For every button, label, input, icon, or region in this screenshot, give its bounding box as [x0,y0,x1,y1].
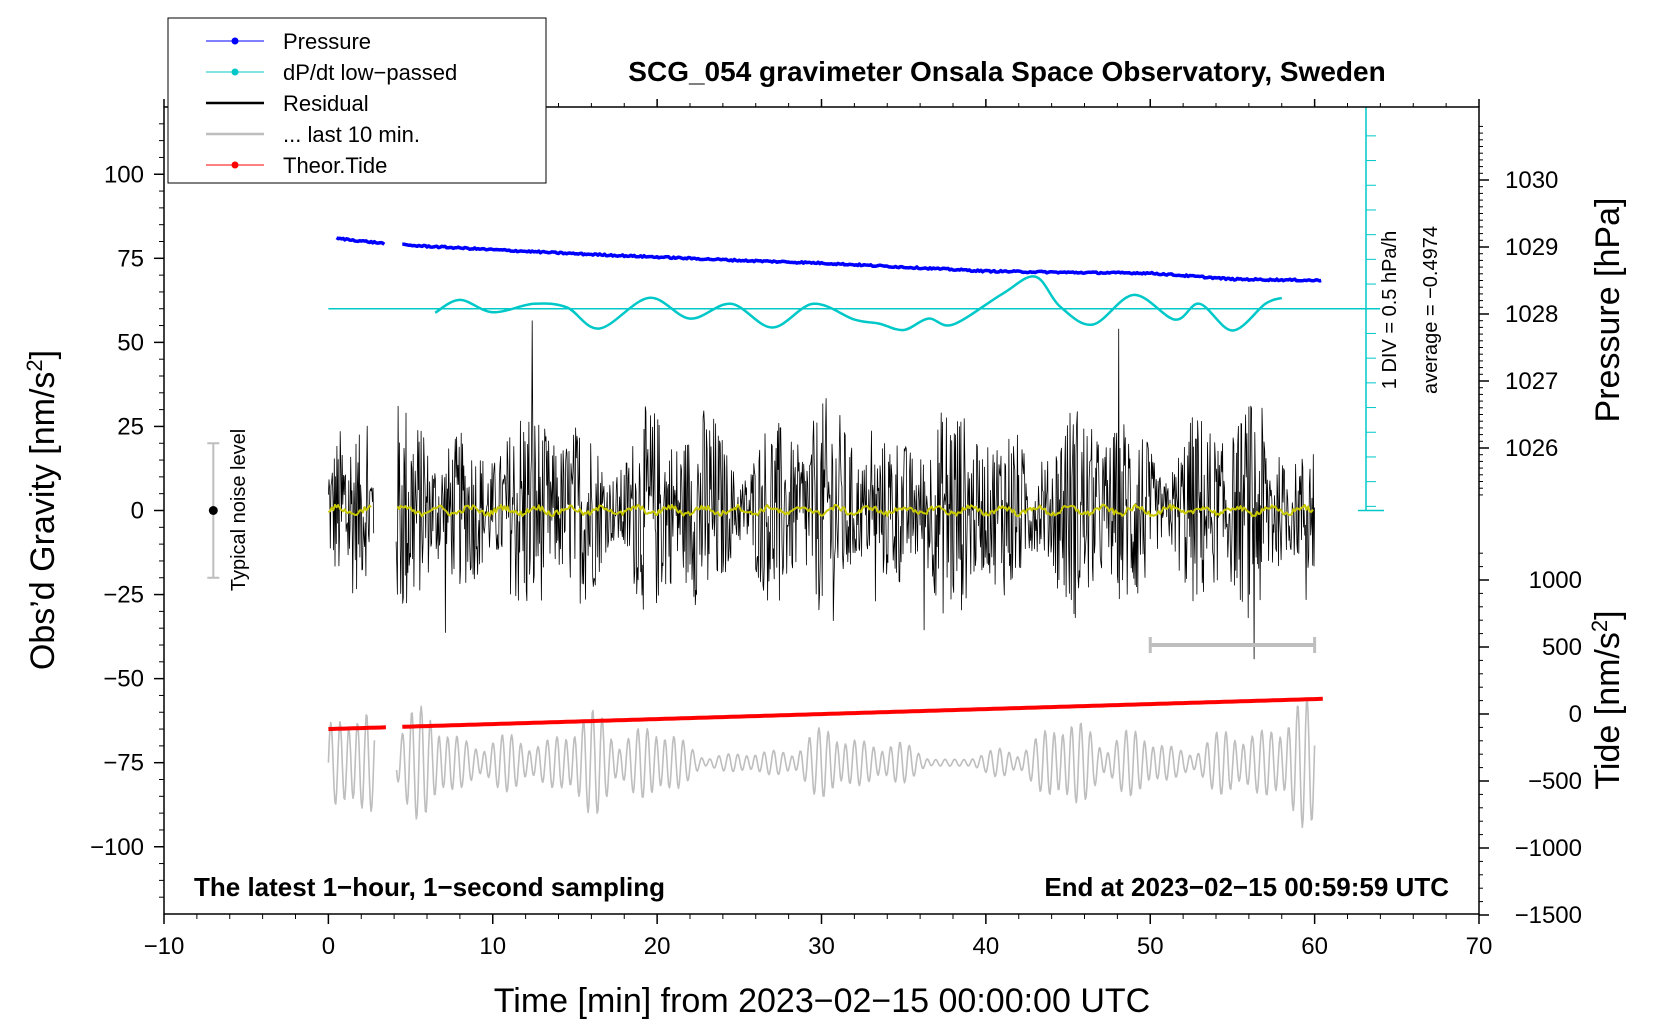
x-axis-title: Time [min] from 2023−02−15 00:00:00 UTC [494,982,1150,1020]
x-tick-label: 50 [1137,933,1164,960]
grey-segment [327,714,376,813]
pressure-tick-label: 1027 [1505,368,1558,395]
series-pressure [335,236,1322,283]
y-axis-tide-title: Tide [nm/s2] [1587,610,1628,789]
y-left-tick-label: 100 [104,161,144,188]
axes: −10 0 10 20 30 40 50 60 701007550250−25−50−75−10… [90,99,1582,960]
series-residual [328,320,1315,660]
legend-label: Residual [283,91,369,116]
legend-label: Theor.Tide [283,153,387,178]
pressure-tick-label: 1028 [1505,301,1558,328]
y-left-tick-label: 25 [117,413,144,440]
grey-segment [395,697,1316,829]
legend-label: dP/dt low−passed [283,60,457,85]
x-tick-label: −10 [144,933,185,960]
dpdt-curve [434,275,1283,332]
theor-tide-line [328,725,386,732]
pressure-tick-label: 1029 [1505,234,1558,261]
y-left-tick-label: 0 [131,498,144,525]
tide-tick-label: −500 [1528,768,1582,795]
chart-extras [207,442,1317,653]
pressure-line [335,236,386,246]
series-dpdt [434,275,1283,332]
x-tick-label: 20 [644,933,671,960]
noise-bar-dot [208,506,218,515]
tide-tick-label: 500 [1542,634,1582,661]
series-theor-tide [328,696,1323,732]
pressure-line [402,242,1322,283]
legend-marker [231,37,239,45]
y-left-tick-label: 75 [117,245,144,272]
y-left-tick-label: −75 [103,750,144,777]
tide-tick-label: 0 [1569,701,1582,728]
legend-box [167,17,547,184]
theor-tide-line [402,696,1323,729]
x-tick-label: 40 [973,933,1000,960]
residual-smoothed-line [327,503,372,516]
y-left-tick-label: −25 [103,582,144,609]
tide-tick-label: 1000 [1529,567,1582,594]
y-left-tick-label: 50 [117,329,144,356]
x-tick-label: 30 [808,933,835,960]
pressure-tick-label: 1026 [1505,435,1558,462]
annotation-bottom-left: The latest 1−hour, 1−second sampling [194,872,665,902]
y-axis-left-title: Obs’d Gravity [nm/s2] [22,350,63,670]
x-tick-label: 10 [479,933,506,960]
dpdt-reference [328,107,1384,512]
x-tick-label: 60 [1301,933,1328,960]
legend-marker [231,161,239,169]
residual-segment [395,320,1315,660]
y-left-tick-label: −50 [103,666,144,693]
pressure-tick-label: 1030 [1505,167,1558,194]
x-tick-label: 70 [1466,933,1493,960]
tide-tick-label: −1500 [1515,902,1582,929]
legend: Pressure dP/dt low−passed Residual ... last… [167,17,547,184]
residual-segment [328,425,375,594]
y-axis-pressure-title: Pressure [hPa] [1589,198,1627,423]
chart-title: SCG_054 gravimeter Onsala Space Observat… [628,56,1385,87]
legend-marker [231,68,239,76]
dpdt-average-label: average = −0.4974 [1420,226,1442,394]
noise-level-label: Typical noise level [228,429,250,591]
dpdt-div-label: 1 DIV = 0.5 hPa/h [1379,231,1401,389]
y-left-tick-label: −100 [90,834,144,861]
legend-label: Pressure [283,29,371,54]
annotation-bottom-right: End at 2023−02−15 00:59:59 UTC [1044,872,1449,902]
x-tick-label: 0 [322,933,335,960]
residual-smoothed-line [396,503,1314,518]
series-last-10-min [327,697,1316,829]
series-residual-smoothed [327,503,1314,518]
legend-label: ... last 10 min. [283,122,420,147]
tide-tick-label: −1000 [1515,835,1582,862]
